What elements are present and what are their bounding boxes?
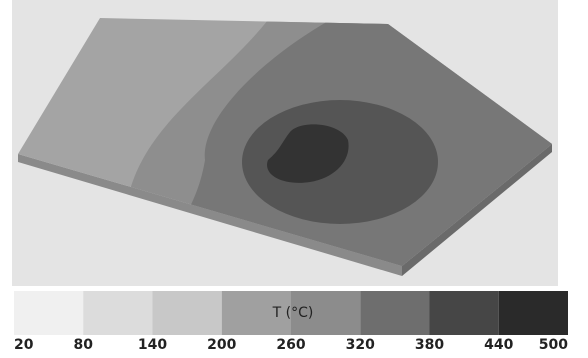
page: {"colorbar": {"title": "T (°C)", "ticks"… — [0, 0, 588, 354]
tick-label: 140 — [138, 337, 167, 353]
colorbar-segment — [14, 291, 83, 335]
tick-label: 440 — [484, 337, 513, 353]
colorbar-segment — [360, 291, 429, 335]
colorbar-segment — [83, 291, 152, 335]
tick-label: 500 — [539, 337, 568, 353]
colorbar-segment — [499, 291, 568, 335]
tick-label: 200 — [207, 337, 236, 353]
tick-label: 320 — [346, 337, 375, 353]
tick-label: 20 — [14, 337, 34, 353]
tick-label: 260 — [276, 337, 305, 353]
colorbar-title: T (°C) — [272, 305, 314, 321]
tick-label: 80 — [74, 337, 94, 353]
figure: T (°C) 20 80 140 200 260 320 380 440 500 — [0, 0, 588, 354]
tick-label: 380 — [415, 337, 444, 353]
colorbar-segment — [153, 291, 222, 335]
colorbar-segment — [430, 291, 499, 335]
